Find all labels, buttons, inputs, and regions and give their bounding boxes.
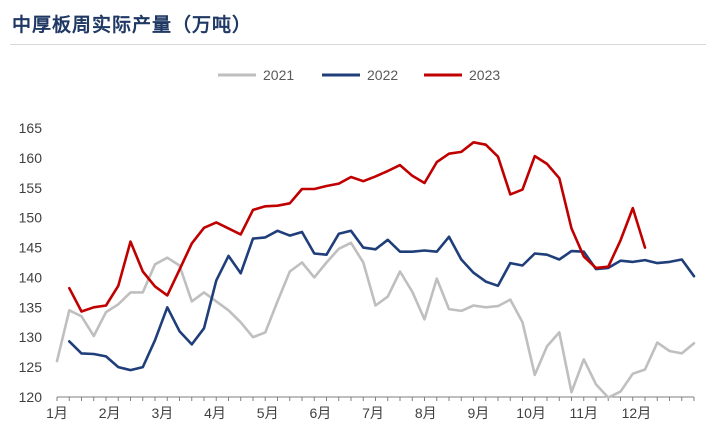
x-tick-label: 11月 bbox=[569, 405, 598, 421]
x-tick-label: 10月 bbox=[516, 405, 546, 421]
x-tick-label: 1月 bbox=[46, 405, 68, 421]
legend-label-2022: 2022 bbox=[367, 67, 398, 83]
y-tick-label: 145 bbox=[19, 240, 43, 256]
y-tick-label: 120 bbox=[19, 389, 43, 405]
x-tick-label: 8月 bbox=[415, 405, 437, 421]
y-tick-label: 160 bbox=[19, 150, 43, 166]
x-tick-label: 12月 bbox=[622, 405, 652, 421]
x-tick-label: 7月 bbox=[362, 405, 384, 421]
x-tick-label: 4月 bbox=[204, 405, 226, 421]
legend-label-2021: 2021 bbox=[263, 67, 294, 83]
chart-title: 中厚板周实际产量（万吨） bbox=[12, 14, 253, 36]
x-tick-label: 3月 bbox=[151, 405, 173, 421]
series-lines bbox=[55, 141, 696, 399]
series-line-2023 bbox=[68, 141, 647, 313]
y-tick-label: 135 bbox=[19, 299, 43, 315]
y-tick-label: 155 bbox=[19, 180, 43, 196]
y-tick-label: 130 bbox=[19, 329, 43, 345]
x-axis: 1月 2月 3月 4月 5月 6月 7月 8月 9月 10月 11月 12月 bbox=[46, 396, 695, 421]
x-tick-label: 6月 bbox=[309, 405, 331, 421]
y-tick-label: 125 bbox=[19, 359, 43, 375]
x-tick-label: 2月 bbox=[99, 405, 121, 421]
legend: 2021 2022 2023 bbox=[218, 67, 500, 83]
x-tick-label: 5月 bbox=[257, 405, 279, 421]
series-line-2021 bbox=[55, 241, 696, 399]
legend-label-2023: 2023 bbox=[469, 67, 500, 83]
y-axis: 120 125 130 135 140 145 150 155 160 165 bbox=[19, 120, 43, 405]
y-tick-label: 140 bbox=[19, 269, 43, 285]
y-tick-label: 165 bbox=[19, 120, 43, 136]
x-tick-label: 9月 bbox=[468, 405, 490, 421]
series-line-2022 bbox=[68, 229, 696, 372]
y-tick-label: 150 bbox=[19, 210, 43, 226]
title-divider bbox=[10, 44, 706, 45]
